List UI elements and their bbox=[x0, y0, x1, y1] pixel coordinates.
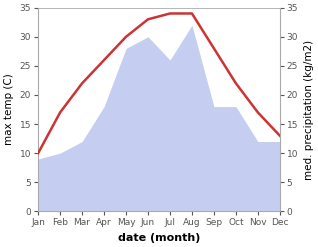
Y-axis label: med. precipitation (kg/m2): med. precipitation (kg/m2) bbox=[304, 40, 314, 180]
X-axis label: date (month): date (month) bbox=[118, 233, 200, 243]
Y-axis label: max temp (C): max temp (C) bbox=[4, 74, 14, 145]
